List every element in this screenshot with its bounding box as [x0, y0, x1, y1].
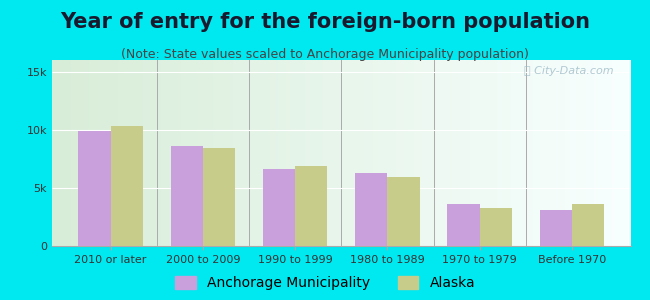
Bar	[540, 210, 572, 246]
Bar	[78, 131, 111, 246]
Bar	[480, 208, 512, 246]
Bar	[355, 173, 387, 246]
Bar	[111, 126, 143, 246]
Bar	[447, 204, 480, 246]
Bar	[203, 148, 235, 246]
Bar	[263, 169, 295, 246]
Bar	[572, 204, 604, 246]
Text: Year of entry for the foreign-born population: Year of entry for the foreign-born popul…	[60, 12, 590, 32]
Bar	[170, 146, 203, 246]
Legend: Anchorage Municipality, Alaska: Anchorage Municipality, Alaska	[175, 276, 475, 290]
Bar	[295, 166, 328, 246]
Text: ⓘ City-Data.com: ⓘ City-Data.com	[523, 66, 613, 76]
Bar	[387, 177, 420, 246]
Text: (Note: State values scaled to Anchorage Municipality population): (Note: State values scaled to Anchorage …	[121, 48, 529, 61]
